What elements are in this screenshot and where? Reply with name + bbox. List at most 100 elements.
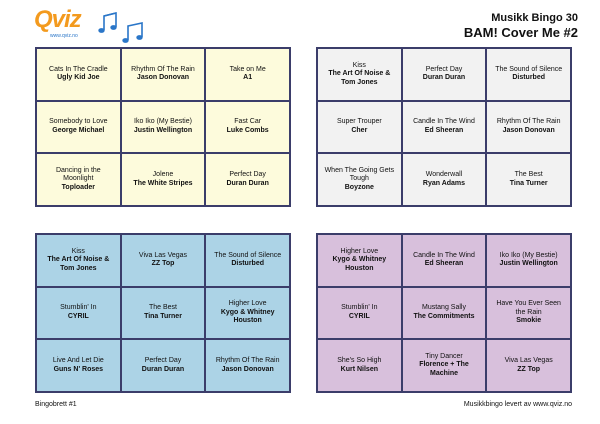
- song-title: Somebody to Love: [49, 118, 108, 126]
- song-artist: Justin Wellington: [133, 126, 193, 134]
- song-title: The Sound of Silence: [495, 65, 563, 73]
- song-title: Perfect Day: [229, 171, 266, 179]
- song-artist: Tina Turner: [144, 312, 182, 320]
- music-notes: [98, 11, 143, 43]
- song-artist: Duran Duran: [422, 74, 466, 82]
- song-artist: Kurt Nilsen: [340, 365, 378, 373]
- bingo-cell: Candle In The Wind Ed Sheeran: [401, 100, 487, 154]
- bingo-cell: Fast Car Luke Combs: [205, 100, 290, 154]
- song-artist: ZZ Top: [151, 260, 175, 268]
- bingo-cell: Rhythm Of The Rain Jason Donovan: [205, 339, 290, 392]
- bingo-cell: Dancing in the Moonlight Toploader: [36, 153, 121, 206]
- song-artist: The Commitments: [413, 312, 475, 320]
- song-title: Perfect Day: [425, 65, 463, 73]
- bingo-cell: When The Going Gets Tough Boyzone: [317, 153, 402, 206]
- song-title: Wonderwall: [425, 171, 463, 179]
- bingo-cell: Kiss The Art Of Noise & Tom Jones: [317, 48, 402, 101]
- song-artist: The White Stripes: [133, 179, 193, 187]
- song-artist: A1: [243, 74, 253, 82]
- song-artist: Jason Donovan: [502, 126, 555, 134]
- song-artist: The Art Of Noise & Tom Jones: [328, 70, 391, 86]
- bingo-cell: Viva Las Vegas ZZ Top: [486, 339, 571, 392]
- song-title: Cats In The Cradle: [49, 65, 108, 73]
- song-title: Fast Car: [234, 118, 262, 126]
- bingo-cell: The Best Tina Turner: [120, 286, 206, 340]
- song-title: Mustang Sally: [422, 304, 466, 312]
- bingo-cell: Candle In The Wind Ed Sheeran: [401, 234, 487, 287]
- bingo-cell: Somebody to Love George Michael: [36, 100, 121, 154]
- footer-right: Musikkbingo levert av www.qviz.no: [463, 401, 572, 408]
- song-title: Super Trouper: [336, 118, 382, 126]
- bingo-cell: Iko Iko (My Bestie) Justin Wellington: [486, 234, 571, 287]
- bingo-cell: Iko Iko (My Bestie) Justin Wellington: [120, 100, 206, 154]
- bingo-cell: Perfect Day Duran Duran: [205, 153, 290, 206]
- song-artist: Toploader: [61, 183, 95, 191]
- bingo-cell: Higher Love Kygo & Whitney Houston: [205, 286, 290, 340]
- song-artist: Cher: [351, 126, 368, 134]
- logo: Qviz: [34, 6, 82, 33]
- bingo-cell: Perfect Day Duran Duran: [120, 339, 206, 392]
- song-title: Dancing in the Moonlight: [55, 166, 101, 183]
- song-title: Rhythm Of The Rain: [496, 118, 561, 126]
- song-artist: George Michael: [52, 126, 105, 134]
- song-title: Live And Let Die: [52, 357, 104, 365]
- bingo-cell: Kiss The Art Of Noise & Tom Jones: [36, 234, 121, 287]
- song-title: Rhythm Of The Rain: [131, 65, 195, 73]
- song-artist: CYRIL: [348, 312, 370, 320]
- song-artist: Jason Donovan: [136, 74, 190, 82]
- bingo-cell: Live And Let Die Guns N' Roses: [36, 339, 121, 392]
- bingo-cell: Wonderwall Ryan Adams: [401, 153, 487, 206]
- song-title: Stumblin' In: [60, 304, 97, 312]
- subtitle: BAM! Cover Me #2: [463, 25, 578, 40]
- song-title: Viva Las Vegas: [504, 357, 553, 365]
- song-artist: Guns N' Roses: [53, 365, 104, 373]
- song-artist: The Art Of Noise & Tom Jones: [47, 256, 110, 272]
- song-title: The Best: [514, 171, 543, 179]
- song-title: Jolene: [152, 171, 174, 179]
- footer-left: Bingobrett #1: [35, 401, 77, 408]
- song-artist: Duran Duran: [141, 365, 185, 373]
- song-artist: ZZ Top: [517, 365, 541, 373]
- song-title: Candle In The Wind: [413, 251, 475, 259]
- song-title: Kiss: [71, 247, 85, 255]
- bingo-cell: Perfect Day Duran Duran: [401, 48, 487, 101]
- bingo-card: Higher Love Kygo & Whitney Houston Candle …: [316, 233, 572, 393]
- title: Musikk Bingo 30: [491, 12, 578, 24]
- bingo-cell: Have You Ever Seen the Rain Smokie: [486, 286, 571, 340]
- song-artist: Duran Duran: [226, 179, 269, 187]
- bingo-card: Kiss The Art Of Noise & Tom Jones Viva Las…: [35, 233, 291, 393]
- song-title: When The Going Gets Tough: [324, 166, 395, 183]
- bingo-cell: Tiny Dancer Florence + The Machine: [401, 339, 487, 392]
- song-artist: Luke Combs: [226, 126, 269, 134]
- bingo-cell: Stumblin' In CYRIL: [317, 286, 402, 340]
- bingo-cell: Jolene The White Stripes: [120, 153, 206, 206]
- bingo-cell: The Sound of Silence Disturbed: [486, 48, 571, 101]
- song-title: Viva Las Vegas: [138, 251, 188, 259]
- song-title: The Best: [148, 304, 177, 312]
- song-artist: Disturbed: [512, 74, 545, 82]
- song-artist: Florence + The Machine: [419, 361, 469, 377]
- song-title: Take on Me: [229, 65, 266, 73]
- song-title: Kiss: [352, 61, 366, 69]
- song-artist: Disturbed: [231, 260, 264, 268]
- song-artist: Ryan Adams: [422, 179, 466, 187]
- song-artist: Smokie: [516, 317, 542, 325]
- bingo-cell: Stumblin' In CYRIL: [36, 286, 121, 340]
- song-artist: Kygo & Whitney Houston: [220, 308, 275, 325]
- song-artist: Justin Wellington: [499, 260, 558, 268]
- song-artist: Kygo & Whitney Houston: [332, 256, 387, 272]
- bingo-cell: Super Trouper Cher: [317, 100, 402, 154]
- bingo-cell: Rhythm Of The Rain Jason Donovan: [486, 100, 571, 154]
- bingo-cell: Take on Me A1: [205, 48, 290, 101]
- logo-url: www.qviz.no: [50, 33, 78, 39]
- song-title: The Sound of Silence: [214, 251, 282, 259]
- song-title: Iko Iko (My Bestie): [134, 118, 192, 126]
- song-artist: Jason Donovan: [221, 365, 274, 373]
- song-artist: Tina Turner: [509, 179, 548, 187]
- song-title: Tiny Dancer: [425, 352, 463, 360]
- song-title: Have You Ever Seen the Rain: [496, 300, 561, 316]
- bingo-cell: Higher Love Kygo & Whitney Houston: [317, 234, 402, 287]
- bingo-card: Cats In The Cradle Ugly Kid Joe Rhythm Of …: [35, 47, 291, 207]
- bingo-cell: Mustang Sally The Commitments: [401, 286, 487, 340]
